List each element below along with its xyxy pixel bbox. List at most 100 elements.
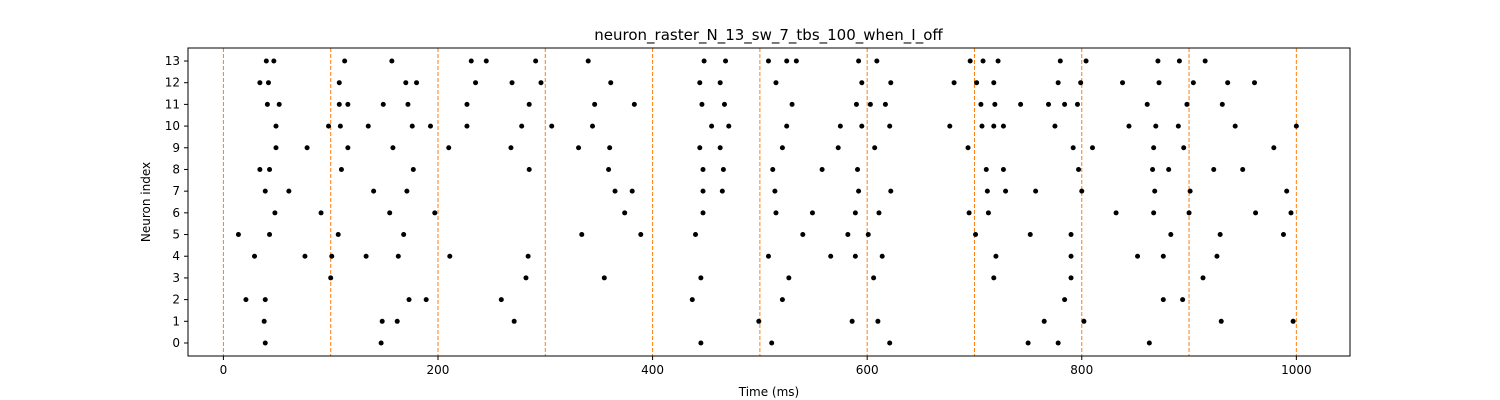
spike-point (410, 166, 416, 172)
spike-point (1151, 145, 1157, 151)
spike-point (1153, 123, 1159, 129)
spike-point (984, 188, 990, 194)
x-tick-label: 600 (856, 363, 879, 377)
y-tick-label: 0 (172, 336, 180, 350)
spike-point (1003, 188, 1009, 194)
spike-point (1120, 80, 1126, 86)
y-tick-label: 11 (165, 97, 180, 111)
x-axis-ticks: 0 200 400 600 800 1000 (220, 356, 1312, 377)
spike-point (261, 318, 267, 324)
spike-point (1074, 101, 1080, 107)
y-tick-label: 5 (172, 228, 180, 242)
spike-point (345, 101, 351, 107)
spike-point (1057, 58, 1063, 64)
spike-point (856, 188, 862, 194)
spike-point (509, 80, 515, 86)
spike-point (700, 188, 706, 194)
spike-point (717, 145, 723, 151)
spike-point (709, 123, 715, 129)
spike-point (697, 80, 703, 86)
spike-point (852, 210, 858, 216)
spike-point (1181, 145, 1187, 151)
spike-point (363, 253, 369, 259)
spike-point (1155, 58, 1161, 64)
spike-point (526, 101, 532, 107)
spike-point (1280, 232, 1286, 238)
spike-point (336, 80, 342, 86)
spike-point (523, 275, 529, 281)
spike-point (1156, 80, 1162, 86)
spike-point (378, 340, 384, 346)
spike-point (967, 58, 973, 64)
spike-point (576, 145, 582, 151)
spike-point (1290, 318, 1296, 324)
spike-point (389, 58, 395, 64)
spike-point (1180, 297, 1186, 303)
spike-point (1202, 58, 1208, 64)
spike-point (769, 340, 775, 346)
spike-point (579, 232, 585, 238)
spike-point (409, 123, 415, 129)
spike-point (337, 123, 343, 129)
spike-point (606, 166, 612, 172)
spike-point (1113, 210, 1119, 216)
y-tick-label: 7 (172, 184, 180, 198)
spike-point (1062, 101, 1068, 107)
spike-point (978, 101, 984, 107)
spike-point (1253, 210, 1259, 216)
spike-point (447, 253, 453, 259)
spike-point (865, 232, 871, 238)
spike-point (721, 101, 727, 107)
spike-point (328, 275, 334, 281)
spike-point (701, 58, 707, 64)
spike-point (273, 145, 279, 151)
spike-point (693, 232, 699, 238)
spike-point (371, 188, 377, 194)
spike-point (335, 232, 341, 238)
spike-point (1218, 318, 1224, 324)
spike-point (697, 145, 703, 151)
spike-point (1052, 123, 1058, 129)
spike-point (387, 210, 393, 216)
spike-point (498, 297, 504, 303)
spike-point (852, 253, 858, 259)
spike-point (993, 253, 999, 259)
x-tick-label: 800 (1070, 363, 1093, 377)
spike-point (855, 166, 861, 172)
chart-title: neuron_raster_N_13_sw_7_tbs_100_when_I_o… (594, 26, 943, 45)
spike-point (525, 253, 531, 259)
spike-point (726, 123, 732, 129)
spike-point (789, 101, 795, 107)
y-tick-label: 10 (165, 119, 180, 133)
spike-point (401, 232, 407, 238)
spike-point (326, 123, 332, 129)
spike-point (336, 101, 342, 107)
spike-point (819, 166, 825, 172)
spike-point (689, 297, 695, 303)
spike-point (1062, 297, 1068, 303)
spike-point (1211, 166, 1217, 172)
spike-point (638, 232, 644, 238)
spike-point (464, 101, 470, 107)
spike-point (719, 188, 725, 194)
spike-point (1027, 232, 1033, 238)
spike-point (867, 101, 873, 107)
spike-point (405, 101, 411, 107)
spike-point (423, 297, 429, 303)
spike-point (329, 253, 335, 259)
x-tick-label: 0 (220, 363, 228, 377)
y-tick-label: 4 (172, 249, 180, 263)
spike-point (519, 123, 525, 129)
spike-point (345, 145, 351, 151)
spike-point (427, 123, 433, 129)
spike-point (262, 340, 268, 346)
spike-point (243, 297, 249, 303)
spike-point (342, 58, 348, 64)
spike-point (756, 318, 762, 324)
spike-point (380, 101, 386, 107)
spike-point (390, 145, 396, 151)
spike-point (1079, 188, 1085, 194)
spike-point (1187, 188, 1193, 194)
spike-point (720, 166, 726, 172)
spike-point (252, 253, 258, 259)
